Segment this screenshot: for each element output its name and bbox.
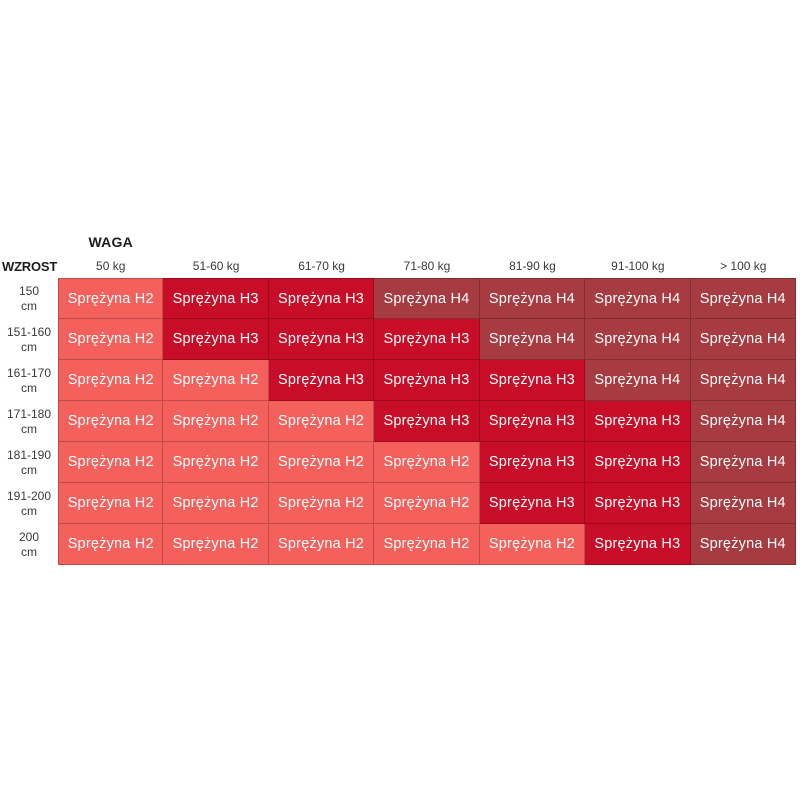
table-row-1: 151-160 cm Sprężyna H2 Sprężyna H3 Sprężyna …	[0, 319, 796, 360]
row-label-4: 181-190 cm	[0, 442, 58, 483]
spring-cell-r3-c3: Sprężyna H3	[374, 401, 480, 442]
row-label-line: cm	[21, 462, 37, 477]
spring-cell-r6-c6: Sprężyna H4	[690, 524, 796, 565]
spring-cell-r6-c2: Sprężyna H2	[268, 524, 375, 565]
row-label-line: 200	[18, 529, 40, 544]
spring-cell-r0-c5: Sprężyna H4	[585, 278, 691, 319]
table-row-5: 191-200 cm Sprężyna H2 Sprężyna H2 Sprężyna …	[0, 483, 796, 524]
weight-axis-label: WAGA	[88, 234, 133, 250]
grid-body: 150 cm Sprężyna H2 Sprężyna H3 Sprężyna H3 Sp…	[0, 278, 796, 565]
spring-cell-r2-c3: Sprężyna H3	[374, 360, 480, 401]
row-label-line: 181-190	[6, 447, 52, 462]
spring-cell-r0-c1: Sprężyna H3	[163, 278, 269, 319]
table-row-4: 181-190 cm Sprężyna H2 Sprężyna H2 Sprężyna …	[0, 442, 796, 483]
spring-cell-r3-c0: Sprężyna H2	[58, 401, 164, 442]
table-row-6: 200 cm Sprężyna H2 Sprężyna H2 Sprężyna H2 Sp…	[0, 524, 796, 565]
table-row-0: 150 cm Sprężyna H2 Sprężyna H3 Sprężyna H3 Sp…	[0, 278, 796, 319]
spring-cell-r5-c1: Sprężyna H2	[163, 483, 269, 524]
row-label-line: 150	[18, 283, 40, 298]
spring-cell-r0-c0: Sprężyna H2	[58, 278, 164, 319]
row-label-line: cm	[21, 503, 37, 518]
column-header-row: WZROST 50 kg 51-60 kg 61-70 kg 71-80 kg 81-9…	[0, 254, 796, 278]
spring-cell-r5-c4: Sprężyna H3	[479, 483, 586, 524]
spring-chart-table: WAGA WZROST 50 kg 51-60 kg 61-70 kg 71-80 k…	[0, 230, 796, 565]
spring-cell-r4-c4: Sprężyna H3	[479, 442, 586, 483]
row-label-0: 150 cm	[0, 278, 58, 319]
spring-cell-r2-c5: Sprężyna H4	[585, 360, 691, 401]
spring-cell-r5-c5: Sprężyna H3	[585, 483, 691, 524]
spring-cell-r1-c1: Sprężyna H3	[163, 319, 269, 360]
row-label-line: cm	[21, 421, 37, 436]
spring-cell-r1-c2: Sprężyna H3	[268, 319, 375, 360]
row-label-1: 151-160 cm	[0, 319, 58, 360]
row-label-line: 191-200	[6, 488, 52, 503]
spring-cell-r1-c4: Sprężyna H4	[479, 319, 586, 360]
spring-cell-r1-c3: Sprężyna H3	[374, 319, 480, 360]
row-label-line: 161-170	[6, 365, 52, 380]
spring-cell-r3-c2: Sprężyna H2	[268, 401, 375, 442]
col-header-4: 81-90 kg	[509, 259, 556, 273]
col-header-0: 50 kg	[96, 259, 126, 273]
row-label-line: cm	[21, 380, 37, 395]
row-label-line: 171-180	[6, 406, 52, 421]
spring-cell-r6-c4: Sprężyna H2	[479, 524, 586, 565]
col-header-1: 51-60 kg	[192, 259, 240, 273]
row-label-5: 191-200 cm	[0, 483, 58, 524]
spring-cell-r0-c3: Sprężyna H4	[374, 278, 480, 319]
table-row-2: 161-170 cm Sprężyna H2 Sprężyna H2 Sprężyna …	[0, 360, 796, 401]
height-axis-label: WZROST	[2, 258, 58, 274]
spring-cell-r2-c2: Sprężyna H3	[268, 360, 375, 401]
spring-cell-r5-c2: Sprężyna H2	[268, 483, 375, 524]
spring-cell-r5-c6: Sprężyna H4	[690, 483, 796, 524]
spring-cell-r4-c1: Sprężyna H2	[163, 442, 269, 483]
col-header-3: 71-80 kg	[403, 259, 451, 273]
row-label-line: cm	[21, 544, 37, 559]
row-label-2: 161-170 cm	[0, 360, 58, 401]
spring-cell-r1-c5: Sprężyna H4	[585, 319, 691, 360]
spring-cell-r6-c5: Sprężyna H3	[585, 524, 691, 565]
spring-cell-r2-c4: Sprężyna H3	[479, 360, 586, 401]
spring-cell-r2-c0: Sprężyna H2	[58, 360, 164, 401]
spring-cell-r3-c6: Sprężyna H4	[690, 401, 796, 442]
spring-cell-r1-c6: Sprężyna H4	[690, 319, 796, 360]
spring-cell-r6-c1: Sprężyna H2	[163, 524, 269, 565]
spring-cell-r4-c0: Sprężyna H2	[58, 442, 164, 483]
spring-cell-r4-c3: Sprężyna H2	[374, 442, 480, 483]
spring-cell-r1-c0: Sprężyna H2	[58, 319, 164, 360]
row-label-6: 200 cm	[0, 524, 58, 565]
row-label-3: 171-180 cm	[0, 401, 58, 442]
spring-cell-r4-c6: Sprężyna H4	[690, 442, 796, 483]
row-label-line: cm	[21, 298, 37, 313]
spring-cell-r4-c5: Sprężyna H3	[585, 442, 691, 483]
spring-cell-r5-c3: Sprężyna H2	[374, 483, 480, 524]
spring-cell-r0-c6: Sprężyna H4	[690, 278, 796, 319]
spring-cell-r4-c2: Sprężyna H2	[268, 442, 375, 483]
spring-cell-r5-c0: Sprężyna H2	[58, 483, 164, 524]
spring-cell-r2-c6: Sprężyna H4	[690, 360, 796, 401]
spring-cell-r3-c4: Sprężyna H3	[479, 401, 586, 442]
row-label-line: cm	[21, 339, 37, 354]
col-header-6: > 100 kg	[720, 259, 767, 273]
col-header-2: 61-70 kg	[298, 259, 345, 273]
spring-cell-r0-c2: Sprężyna H3	[268, 278, 375, 319]
col-header-5: 91-100 kg	[611, 259, 665, 273]
spring-cell-r6-c0: Sprężyna H2	[58, 524, 164, 565]
spring-cell-r0-c4: Sprężyna H4	[479, 278, 586, 319]
row-label-line: 151-160	[6, 324, 52, 339]
spring-cell-r3-c5: Sprężyna H3	[585, 401, 691, 442]
table-row-3: 171-180 cm Sprężyna H2 Sprężyna H2 Sprężyna …	[0, 401, 796, 442]
spring-cell-r2-c1: Sprężyna H2	[163, 360, 269, 401]
spring-cell-r3-c1: Sprężyna H2	[163, 401, 269, 442]
spring-cell-r6-c3: Sprężyna H2	[374, 524, 480, 565]
weight-axis-row: WAGA	[0, 230, 796, 254]
